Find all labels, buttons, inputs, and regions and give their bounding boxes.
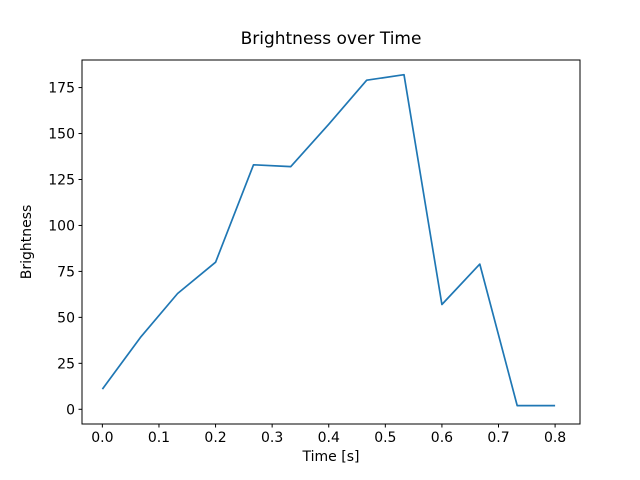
y-tick-label: 150 <box>48 127 75 143</box>
x-tick-label: 0.5 <box>374 430 396 446</box>
x-tick-label: 0.2 <box>204 430 226 446</box>
x-axis-label: Time [s] <box>302 449 360 465</box>
y-tick-label: 50 <box>57 310 75 326</box>
plot-border <box>81 59 581 425</box>
y-tick-label: 0 <box>66 402 75 418</box>
y-tick-label: 25 <box>57 356 75 372</box>
y-tick-label: 75 <box>57 264 75 280</box>
axes-ticks: 0.0 0.1 0.2 0.3 0.4 0.5 0.6 0.7 0.8 0 25 50 75 100 125… <box>48 81 566 446</box>
plot-area <box>82 60 580 424</box>
y-axis-label: Brightness <box>19 205 35 280</box>
x-tick-label: 0.3 <box>261 430 283 446</box>
y-tick-label: 125 <box>48 172 75 188</box>
data-series <box>101 73 556 407</box>
chart-title: Brightness over Time <box>241 29 422 49</box>
y-tick-label: 100 <box>48 218 75 234</box>
data-line <box>101 73 556 407</box>
x-tick-label: 0.8 <box>544 430 566 446</box>
x-tick-label: 0.4 <box>318 430 340 446</box>
y-tick-label: 175 <box>48 81 75 97</box>
x-tick-label: 0.6 <box>431 430 453 446</box>
x-tick-label: 0.7 <box>487 430 509 446</box>
x-tick-label: 0.1 <box>148 430 170 446</box>
x-tick-label: 0.0 <box>91 430 113 446</box>
